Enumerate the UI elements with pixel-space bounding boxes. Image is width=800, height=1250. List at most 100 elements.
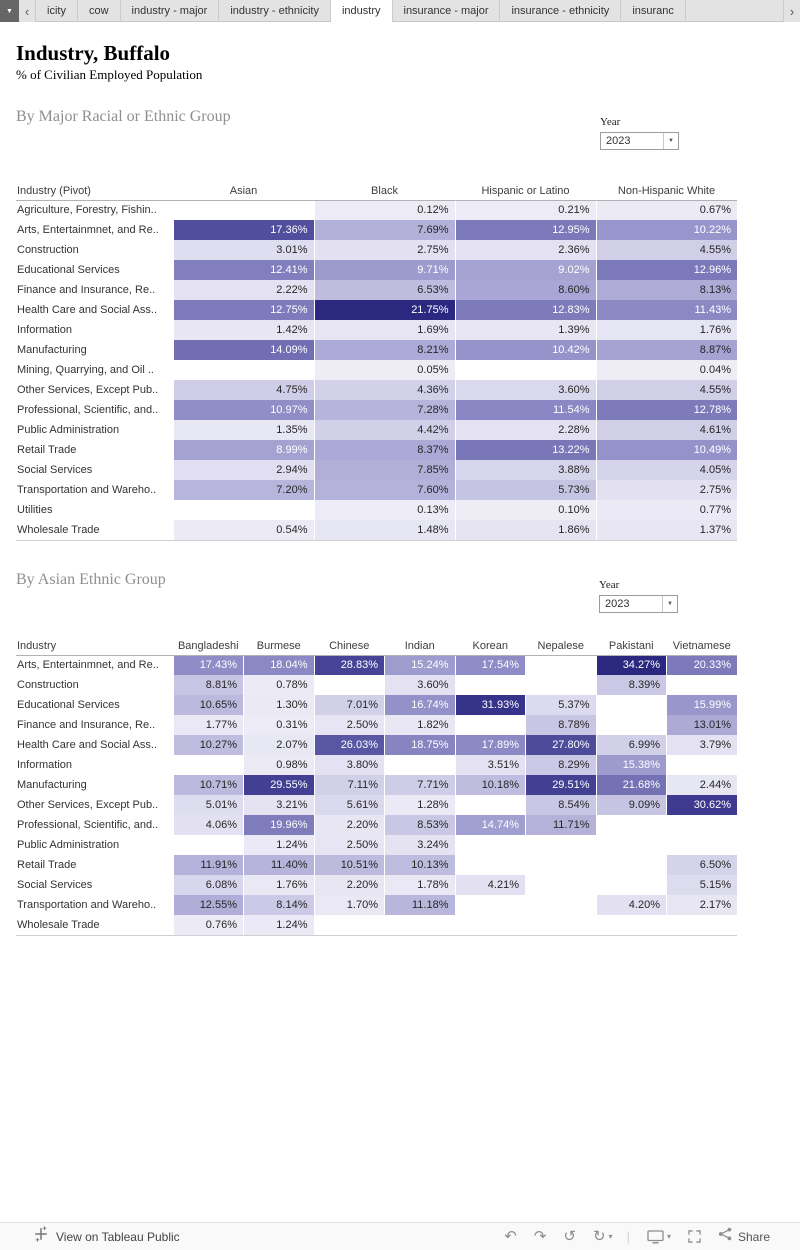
heatmap-cell[interactable]: 17.43% bbox=[172, 655, 244, 675]
heatmap-cell[interactable]: 0.98% bbox=[243, 755, 314, 775]
redo-icon[interactable]: ↷ bbox=[533, 1227, 547, 1245]
heatmap-cell[interactable]: 1.82% bbox=[384, 715, 455, 735]
heatmap-cell[interactable]: 2.07% bbox=[243, 735, 314, 755]
heatmap-cell[interactable] bbox=[525, 855, 596, 875]
heatmap-cell[interactable] bbox=[595, 695, 667, 715]
heatmap-cell[interactable]: 19.96% bbox=[243, 815, 314, 835]
row-label[interactable]: Information bbox=[17, 759, 73, 771]
heatmap-cell[interactable]: 21.68% bbox=[595, 775, 667, 795]
heatmap-cell[interactable]: 3.60% bbox=[454, 380, 596, 400]
column-header-bangladeshi[interactable]: Bangladeshi bbox=[173, 638, 244, 656]
heatmap-cell[interactable] bbox=[525, 915, 596, 936]
row-label[interactable]: Transportation and Wareho.. bbox=[17, 484, 157, 496]
heatmap-cell[interactable]: 16.74% bbox=[384, 695, 455, 715]
heatmap-cell[interactable]: 14.09% bbox=[172, 340, 314, 360]
heatmap-cell[interactable]: 7.20% bbox=[172, 480, 314, 500]
row-label[interactable]: Utilities bbox=[17, 504, 53, 516]
heatmap-cell[interactable] bbox=[525, 875, 596, 895]
heatmap-cell[interactable]: 8.60% bbox=[454, 280, 596, 300]
heatmap-cell[interactable]: 15.24% bbox=[384, 655, 455, 675]
heatmap-cell[interactable]: 2.22% bbox=[172, 280, 314, 300]
heatmap-cell[interactable]: 13.22% bbox=[454, 440, 596, 460]
tab-industry[interactable]: industry bbox=[330, 0, 393, 22]
heatmap-cell[interactable]: 14.74% bbox=[454, 815, 526, 835]
heatmap-cell[interactable]: 1.35% bbox=[172, 420, 314, 440]
heatmap-cell[interactable] bbox=[595, 835, 667, 855]
heatmap-cell[interactable]: 8.37% bbox=[313, 440, 455, 460]
heatmap-cell[interactable]: 15.99% bbox=[666, 695, 737, 715]
heatmap-cell[interactable]: 1.24% bbox=[243, 835, 314, 855]
row-label[interactable]: Finance and Insurance, Re.. bbox=[17, 719, 156, 731]
heatmap-cell[interactable]: 2.36% bbox=[454, 240, 596, 260]
heatmap-cell[interactable] bbox=[172, 755, 244, 775]
heatmap-cell[interactable]: 5.61% bbox=[313, 795, 385, 815]
heatmap-cell[interactable]: 29.51% bbox=[525, 775, 596, 795]
heatmap-cell[interactable] bbox=[454, 835, 526, 855]
heatmap-cell[interactable]: 26.03% bbox=[313, 735, 385, 755]
heatmap-cell[interactable] bbox=[384, 915, 455, 936]
heatmap-cell[interactable]: 8.14% bbox=[243, 895, 314, 915]
share-button[interactable]: Share bbox=[718, 1227, 770, 1246]
heatmap-cell[interactable] bbox=[595, 855, 667, 875]
heatmap-cell[interactable]: 4.42% bbox=[313, 420, 455, 440]
heatmap-cell[interactable] bbox=[454, 675, 526, 695]
heatmap-cell[interactable]: 20.33% bbox=[666, 655, 737, 675]
column-header-nepalese[interactable]: Nepalese bbox=[525, 638, 596, 656]
heatmap-cell[interactable] bbox=[595, 915, 667, 936]
heatmap-cell[interactable] bbox=[525, 835, 596, 855]
heatmap-cell[interactable]: 10.13% bbox=[384, 855, 455, 875]
tab-industry-ethnicity[interactable]: industry - ethnicity bbox=[219, 0, 331, 22]
row-label[interactable]: Social Services bbox=[17, 879, 93, 891]
heatmap-cell[interactable]: 1.76% bbox=[595, 320, 737, 340]
heatmap-cell[interactable]: 3.88% bbox=[454, 460, 596, 480]
tab-insuranc[interactable]: insuranc bbox=[621, 0, 686, 22]
undo-icon[interactable]: ↶ bbox=[504, 1227, 517, 1245]
row-label[interactable]: Professional, Scientific, and.. bbox=[17, 819, 159, 831]
heatmap-cell[interactable]: 4.55% bbox=[595, 380, 737, 400]
heatmap-cell[interactable]: 4.20% bbox=[595, 895, 667, 915]
heatmap-cell[interactable]: 12.41% bbox=[172, 260, 314, 280]
heatmap-cell[interactable]: 7.11% bbox=[313, 775, 385, 795]
row-label[interactable]: Construction bbox=[17, 679, 79, 691]
heatmap-cell[interactable]: 34.27% bbox=[595, 655, 667, 675]
device-preview-icon[interactable] bbox=[647, 1229, 664, 1244]
heatmap-cell[interactable]: 11.54% bbox=[454, 400, 596, 420]
heatmap-cell[interactable] bbox=[454, 715, 526, 735]
heatmap-cell[interactable]: 7.60% bbox=[313, 480, 455, 500]
heatmap-cell[interactable]: 0.77% bbox=[595, 500, 737, 520]
heatmap-cell[interactable]: 1.70% bbox=[313, 895, 385, 915]
tab-industry-major[interactable]: industry - major bbox=[121, 0, 220, 22]
heatmap-cell[interactable]: 0.13% bbox=[313, 500, 455, 520]
heatmap-cell[interactable]: 0.12% bbox=[313, 200, 455, 220]
heatmap-cell[interactable]: 7.69% bbox=[313, 220, 455, 240]
heatmap-cell[interactable] bbox=[666, 675, 737, 695]
row-label[interactable]: Social Services bbox=[17, 464, 93, 476]
tab-icity[interactable]: icity bbox=[36, 0, 78, 22]
heatmap-cell[interactable]: 6.53% bbox=[313, 280, 455, 300]
heatmap-cell[interactable]: 0.04% bbox=[595, 360, 737, 380]
heatmap-cell[interactable] bbox=[525, 675, 596, 695]
heatmap-cell[interactable] bbox=[666, 755, 737, 775]
row-label[interactable]: Manufacturing bbox=[17, 779, 87, 791]
heatmap-cell[interactable]: 12.55% bbox=[172, 895, 244, 915]
heatmap-cell[interactable]: 11.40% bbox=[243, 855, 314, 875]
column-header-pakistani[interactable]: Pakistani bbox=[596, 638, 667, 656]
heatmap-cell[interactable]: 10.27% bbox=[172, 735, 244, 755]
heatmap-cell[interactable]: 5.37% bbox=[525, 695, 596, 715]
row-label[interactable]: Finance and Insurance, Re.. bbox=[17, 284, 156, 296]
heatmap-cell[interactable]: 9.71% bbox=[313, 260, 455, 280]
column-header-non-hispanic-white[interactable]: Non-Hispanic White bbox=[596, 183, 737, 201]
row-label[interactable]: Public Administration bbox=[17, 424, 120, 436]
heatmap-cell[interactable]: 11.71% bbox=[525, 815, 596, 835]
heatmap-cell[interactable] bbox=[595, 815, 667, 835]
column-header-burmese[interactable]: Burmese bbox=[243, 638, 314, 656]
heatmap-cell[interactable]: 3.24% bbox=[384, 835, 455, 855]
heatmap-cell[interactable]: 1.39% bbox=[454, 320, 596, 340]
heatmap-cell[interactable] bbox=[172, 360, 314, 380]
heatmap-cell[interactable]: 4.55% bbox=[595, 240, 737, 260]
heatmap-cell[interactable]: 8.13% bbox=[595, 280, 737, 300]
heatmap-cell[interactable]: 12.83% bbox=[454, 300, 596, 320]
heatmap-cell[interactable]: 4.75% bbox=[172, 380, 314, 400]
scroll-tabs-left-button[interactable]: ‹ bbox=[19, 0, 36, 22]
heatmap-cell[interactable]: 6.08% bbox=[172, 875, 244, 895]
